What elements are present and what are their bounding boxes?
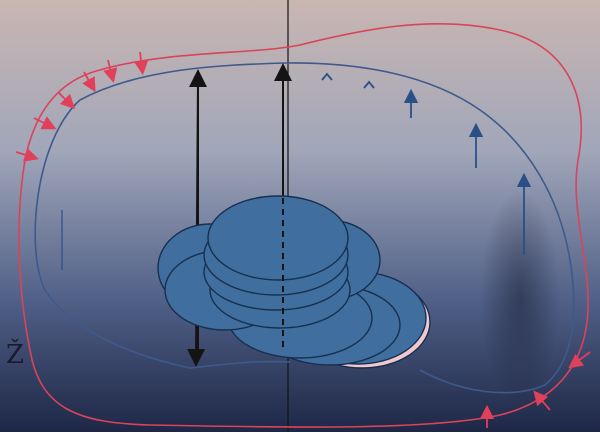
- red-arrow: [33, 116, 57, 130]
- red-arrow: [15, 147, 39, 162]
- red-arrow: [82, 71, 96, 93]
- blue-chevron: [363, 80, 375, 89]
- disc-stack: [157, 195, 431, 369]
- red-arrow: [568, 351, 591, 369]
- blue-arrow-group: [61, 72, 532, 270]
- red-arrow: [533, 390, 551, 411]
- red-arrow: [133, 51, 149, 76]
- blue-chevron: [321, 72, 333, 81]
- red-arrow: [57, 91, 76, 110]
- red-arrow-group: [15, 51, 591, 428]
- inner-boundary-curve: [34, 62, 575, 394]
- outer-boundary-curve: [18, 23, 589, 428]
- shadow-region: [480, 190, 560, 410]
- red-arrow: [103, 59, 118, 83]
- disc-top: [207, 195, 349, 281]
- corner-label: Ž: [6, 340, 25, 370]
